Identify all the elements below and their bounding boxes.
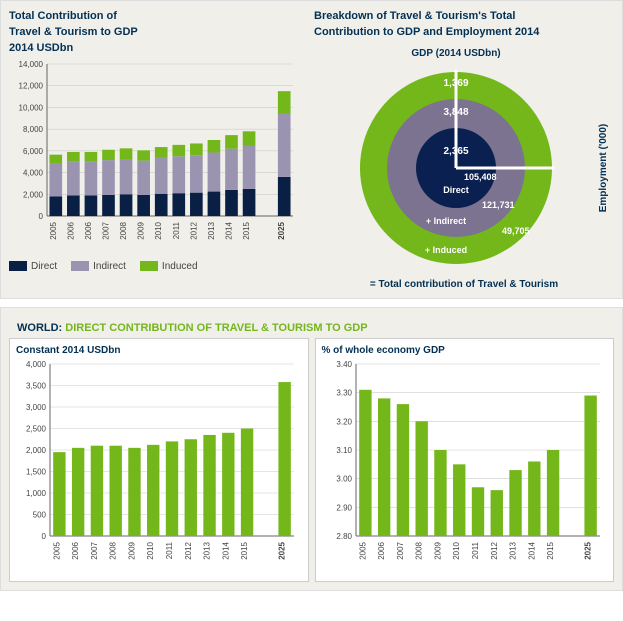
svg-text:2014: 2014: [527, 541, 536, 559]
svg-text:8,000: 8,000: [23, 125, 44, 134]
svg-text:2005: 2005: [52, 541, 61, 559]
legend-direct: Direct: [31, 261, 57, 272]
svg-text:2007: 2007: [102, 221, 111, 239]
svg-text:2025: 2025: [277, 221, 286, 239]
stacked-title-line2: Travel & Tourism to GDP: [9, 25, 308, 39]
section-header-left: WORLD:: [17, 322, 62, 334]
svg-text:2008: 2008: [109, 541, 118, 559]
svg-text:2025: 2025: [583, 541, 592, 559]
svg-text:3.20: 3.20: [336, 417, 352, 426]
section-header-right: DIRECT CONTRIBUTION OF TRAVEL & TOURISM …: [65, 322, 367, 334]
svg-text:2005: 2005: [358, 541, 367, 559]
svg-text:105,408: 105,408: [464, 172, 497, 182]
svg-text:2013: 2013: [203, 541, 212, 559]
svg-text:3.00: 3.00: [336, 474, 352, 483]
svg-text:2013: 2013: [207, 221, 216, 239]
svg-text:2011: 2011: [471, 541, 480, 559]
legend-indirect: Indirect: [93, 261, 126, 272]
svg-text:2,000: 2,000: [26, 446, 47, 455]
svg-text:3,500: 3,500: [26, 381, 47, 390]
svg-text:4,000: 4,000: [26, 360, 47, 369]
svg-text:500: 500: [33, 510, 47, 519]
svg-text:121,731: 121,731: [482, 200, 515, 210]
bar-left-chart: 0 500 1,000 1,500 2,000 2,500 3,000 3,500 4,000 2…: [16, 360, 300, 570]
svg-text:2006: 2006: [84, 221, 93, 239]
svg-text:2011: 2011: [165, 541, 174, 559]
svg-text:2014: 2014: [221, 541, 230, 559]
svg-text:2010: 2010: [146, 541, 155, 559]
svg-text:0: 0: [39, 212, 44, 221]
stacked-chart-cell: Total Contribution of Travel & Tourism t…: [9, 9, 308, 290]
svg-text:2010: 2010: [452, 541, 461, 559]
bar-right-title: % of whole economy GDP: [322, 345, 608, 356]
svg-text:Employment ('000): Employment ('000): [598, 123, 609, 212]
svg-text:2012: 2012: [189, 221, 198, 239]
svg-text:2.90: 2.90: [336, 503, 352, 512]
bar-left-cell: Constant 2014 USDbn 0 500 1,000 1,500 2,000 2…: [9, 338, 309, 582]
svg-text:2006: 2006: [377, 541, 386, 559]
svg-text:2012: 2012: [489, 541, 498, 559]
svg-text:2007: 2007: [90, 541, 99, 559]
svg-text:2012: 2012: [184, 541, 193, 559]
svg-text:2025: 2025: [278, 541, 287, 559]
svg-text:2009: 2009: [433, 541, 442, 559]
svg-text:2,500: 2,500: [26, 424, 47, 433]
top-panel: Total Contribution of Travel & Tourism t…: [0, 0, 623, 299]
svg-text:2009: 2009: [127, 541, 136, 559]
bar-left-title: Constant 2014 USDbn: [16, 345, 302, 356]
svg-text:6,000: 6,000: [23, 146, 44, 155]
breakdown-footer: = Total contribution of Travel & Tourism: [314, 279, 614, 290]
stacked-bar-chart: 0 2,000 4,000 6,000 8,000 10,000 12,000 14,000 2…: [9, 60, 299, 250]
svg-text:3,000: 3,000: [26, 403, 47, 412]
svg-text:2015: 2015: [240, 541, 249, 559]
svg-text:2,365: 2,365: [443, 146, 468, 157]
bar-right-cell: % of whole economy GDP 2.80 2.90 3.00 3.10 3…: [315, 338, 615, 582]
svg-text:2006: 2006: [71, 541, 80, 559]
svg-text:1,369: 1,369: [443, 78, 468, 89]
svg-text:2008: 2008: [414, 541, 423, 559]
svg-text:2015: 2015: [242, 221, 251, 239]
svg-text:+ Indirect: + Indirect: [426, 216, 466, 226]
svg-text:12,000: 12,000: [19, 81, 44, 90]
svg-text:2013: 2013: [508, 541, 517, 559]
bar-right-chart: 2.80 2.90 3.00 3.10 3.20 3.30 3.40 2005 2006 2007…: [322, 360, 606, 570]
svg-text:3,848: 3,848: [443, 107, 468, 118]
svg-text:Direct: Direct: [443, 185, 469, 195]
svg-text:3.40: 3.40: [336, 360, 352, 369]
svg-text:2009: 2009: [137, 221, 146, 239]
svg-text:3.10: 3.10: [336, 446, 352, 455]
svg-text:3.30: 3.30: [336, 388, 352, 397]
svg-text:2,000: 2,000: [23, 190, 44, 199]
svg-text:+ Induced: + Induced: [425, 245, 467, 255]
svg-text:2006: 2006: [66, 221, 75, 239]
svg-text:2007: 2007: [395, 541, 404, 559]
svg-text:GDP (2014 USDbn): GDP (2014 USDbn): [411, 48, 500, 59]
breakdown-cell: Breakdown of Travel & Tourism's Total Co…: [314, 9, 614, 290]
legend-induced: Induced: [162, 261, 198, 272]
svg-text:2011: 2011: [172, 221, 181, 239]
svg-text:2005: 2005: [49, 221, 58, 239]
breakdown-title-line2: Contribution to GDP and Employment 2014: [314, 25, 614, 39]
bottom-panel: WORLD: DIRECT CONTRIBUTION OF TRAVEL & T…: [0, 307, 623, 591]
section-header: WORLD: DIRECT CONTRIBUTION OF TRAVEL & T…: [9, 316, 614, 338]
svg-text:2008: 2008: [119, 221, 128, 239]
svg-text:2015: 2015: [546, 541, 555, 559]
svg-text:2014: 2014: [225, 221, 234, 239]
stacked-subtitle: 2014 USDbn: [9, 42, 308, 54]
breakdown-chart: GDP (2014 USDbn) Employment ('000) 1,369 3,…: [314, 42, 614, 270]
svg-text:0: 0: [42, 532, 47, 541]
svg-text:2.80: 2.80: [336, 532, 352, 541]
breakdown-title-line1: Breakdown of Travel & Tourism's Total: [314, 9, 614, 23]
svg-text:14,000: 14,000: [19, 60, 44, 69]
svg-text:2010: 2010: [154, 221, 163, 239]
stacked-title-line1: Total Contribution of: [9, 9, 308, 23]
svg-text:10,000: 10,000: [19, 103, 44, 112]
svg-text:4,000: 4,000: [23, 168, 44, 177]
svg-text:49,705: 49,705: [502, 226, 530, 236]
stacked-legend: Direct Indirect Induced: [9, 261, 308, 272]
svg-text:1,500: 1,500: [26, 467, 47, 476]
svg-text:1,000: 1,000: [26, 489, 47, 498]
